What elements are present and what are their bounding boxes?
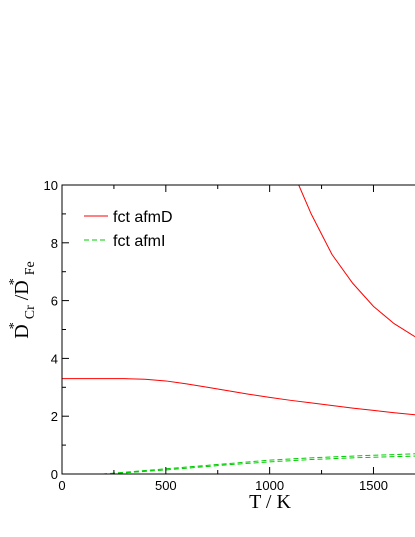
y-tick-label: 0 xyxy=(51,467,58,482)
y-tick-label: 4 xyxy=(51,351,58,366)
y-axis-title-sub-2: Fe xyxy=(23,261,38,275)
y-axis-title-sub-1: Cr xyxy=(23,305,38,319)
plot-lines xyxy=(62,185,415,474)
plot-frame xyxy=(61,184,415,475)
legend-label-fct-afmd: fct afmD xyxy=(113,209,173,226)
x-tick-label: 0 xyxy=(58,478,65,493)
legend-label-fct-afmi: fct afmI xyxy=(113,233,165,250)
y-axis-title-main-2: /D xyxy=(11,280,33,300)
x-axis-title: T / K xyxy=(249,491,291,513)
y-axis-title-main-1: D xyxy=(11,324,33,338)
x-tick-label: 1500 xyxy=(359,478,388,493)
x-tick-label: 500 xyxy=(155,478,177,493)
y-axis-title-sup-2: * xyxy=(7,278,22,285)
series-line-3 xyxy=(62,455,415,474)
y-axis-ticks: 0 2 4 6 8 10 xyxy=(44,178,69,482)
y-tick-label: 10 xyxy=(44,178,58,193)
series-line-1 xyxy=(298,185,415,338)
y-tick-label: 2 xyxy=(51,409,58,424)
series-line-2 xyxy=(62,453,415,474)
x-tick-label: 1000 xyxy=(255,478,284,493)
legend: fct afmD fct afmI xyxy=(84,209,173,250)
y-axis-title-sup-1: * xyxy=(7,322,22,329)
x-axis-ticks: 0 500 1000 1500 xyxy=(58,185,388,493)
y-tick-label: 6 xyxy=(51,294,58,309)
y-axis-title: D * Cr /D * Fe xyxy=(1,261,39,338)
series-line-0 xyxy=(62,378,415,416)
y-tick-label: 8 xyxy=(51,236,58,251)
